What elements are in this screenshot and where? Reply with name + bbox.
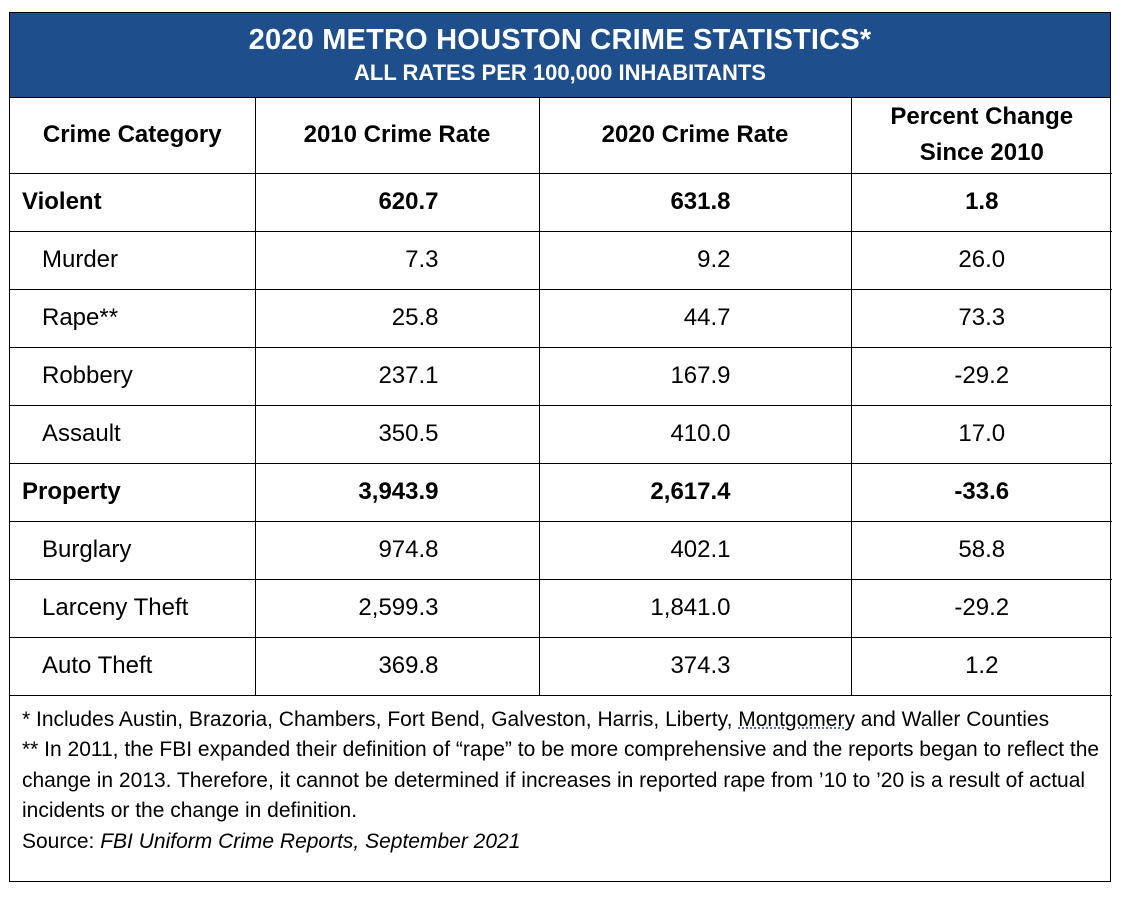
title-banner: 2020 METRO HOUSTON CRIME STATISTICS* ALL… (10, 13, 1110, 98)
row-rate-2010: 620.7 (255, 173, 540, 232)
header-percent-change-line1: Percent Change (890, 103, 1074, 131)
row-rate-2020: 167.9 (539, 347, 852, 406)
rape-footnote: ** In 2011, the FBI expanded their defin… (22, 738, 1100, 822)
header-percent-change: Percent Change Since 2010 (851, 98, 1112, 174)
row-rate-2010: 974.8 (255, 521, 540, 580)
counties-note-text: * Includes Austin, Brazoria, Chambers, F… (22, 707, 739, 731)
counties-footnote: * Includes Austin, Brazoria, Chambers, F… (22, 705, 1100, 736)
row-rate-2020: 374.3 (539, 637, 852, 696)
row-percent-change: 26.0 (851, 231, 1112, 290)
row-category: Property (10, 463, 256, 522)
row-category: Rape** (10, 289, 256, 348)
row-rate-2010: 3,943.9 (255, 463, 540, 522)
table-row-auto-theft: Auto Theft 369.8 374.3 1.2 (10, 637, 1112, 696)
row-percent-change: -29.2 (851, 347, 1112, 406)
row-category: Larceny Theft (10, 579, 256, 638)
header-category: Crime Category (10, 98, 256, 174)
row-percent-change: 17.0 (851, 405, 1112, 464)
table-subtitle: ALL RATES PER 100,000 INHABITANTS (354, 60, 766, 85)
table-row-rape: Rape** 25.8 44.7 73.3 (10, 289, 1112, 348)
table-row-larceny-theft: Larceny Theft 2,599.3 1,841.0 -29.2 (10, 579, 1112, 638)
row-rate-2010: 369.8 (255, 637, 540, 696)
row-rate-2020: 9.2 (539, 231, 852, 290)
source-line: Source: FBI Uniform Crime Reports, Septe… (22, 827, 1100, 858)
header-rate-2010: 2010 Crime Rate (255, 98, 540, 174)
row-rate-2010: 7.3 (255, 231, 540, 290)
row-percent-change: 58.8 (851, 521, 1112, 580)
row-category: Violent (10, 173, 256, 232)
table-row-robbery: Robbery 237.1 167.9 -29.2 (10, 347, 1112, 406)
row-percent-change: 73.3 (851, 289, 1112, 348)
table-row-property: Property 3,943.9 2,617.4 -33.6 (10, 463, 1112, 522)
header-percent-change-line2: Since 2010 (919, 139, 1044, 167)
row-category: Assault (10, 405, 256, 464)
table-row-murder: Murder 7.3 9.2 26.0 (10, 231, 1112, 290)
row-rate-2010: 350.5 (255, 405, 540, 464)
row-rate-2010: 237.1 (255, 347, 540, 406)
row-rate-2010: 25.8 (255, 289, 540, 348)
row-rate-2020: 1,841.0 (539, 579, 852, 638)
row-rate-2020: 2,617.4 (539, 463, 852, 522)
counties-note-underlined: Montgomery (738, 707, 855, 731)
source-text: FBI Uniform Crime Reports, September 202… (100, 829, 521, 853)
table-row-assault: Assault 350.5 410.0 17.0 (10, 405, 1112, 464)
row-rate-2020: 410.0 (539, 405, 852, 464)
row-rate-2020: 44.7 (539, 289, 852, 348)
table-row-burglary: Burglary 974.8 402.1 58.8 (10, 521, 1112, 580)
row-category: Burglary (10, 521, 256, 580)
row-percent-change: -29.2 (851, 579, 1112, 638)
source-label: Source: (22, 829, 101, 853)
footnotes: * Includes Austin, Brazoria, Chambers, F… (10, 696, 1110, 858)
row-category: Robbery (10, 347, 256, 406)
table-row-violent: Violent 620.7 631.8 1.8 (10, 173, 1112, 232)
header-rate-2020: 2020 Crime Rate (539, 98, 852, 174)
row-percent-change: -33.6 (851, 463, 1112, 522)
row-rate-2010: 2,599.3 (255, 579, 540, 638)
crime-statistics-table: 2020 METRO HOUSTON CRIME STATISTICS* ALL… (9, 12, 1112, 882)
row-rate-2020: 631.8 (539, 173, 852, 232)
row-category: Auto Theft (10, 637, 256, 696)
row-percent-change: 1.2 (851, 637, 1112, 696)
row-rate-2020: 402.1 (539, 521, 852, 580)
data-table: Crime Category 2010 Crime Rate 2020 Crim… (10, 98, 1112, 696)
header-row: Crime Category 2010 Crime Rate 2020 Crim… (10, 98, 1112, 174)
row-percent-change: 1.8 (851, 173, 1112, 232)
row-category: Murder (10, 231, 256, 290)
table-title: 2020 METRO HOUSTON CRIME STATISTICS* (248, 24, 872, 56)
counties-note-end: and Waller Counties (854, 707, 1050, 731)
